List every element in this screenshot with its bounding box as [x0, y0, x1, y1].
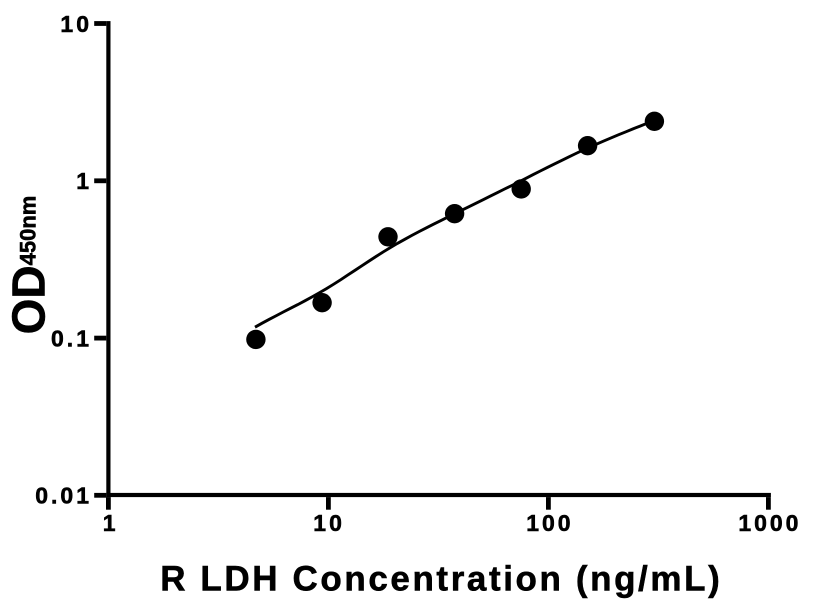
svg-text:10: 10	[313, 510, 345, 536]
svg-text:1: 1	[103, 510, 119, 536]
svg-text:0.1: 0.1	[51, 325, 92, 351]
svg-text:1: 1	[76, 168, 92, 194]
svg-text:0.01: 0.01	[35, 482, 92, 508]
svg-text:10: 10	[60, 11, 92, 37]
svg-text:100: 100	[526, 510, 573, 536]
svg-text:1000: 1000	[738, 510, 801, 536]
svg-text:R LDH Concentration (ng/mL): R LDH Concentration (ng/mL)	[160, 560, 722, 599]
svg-text:OD450nm: OD450nm	[2, 196, 54, 335]
